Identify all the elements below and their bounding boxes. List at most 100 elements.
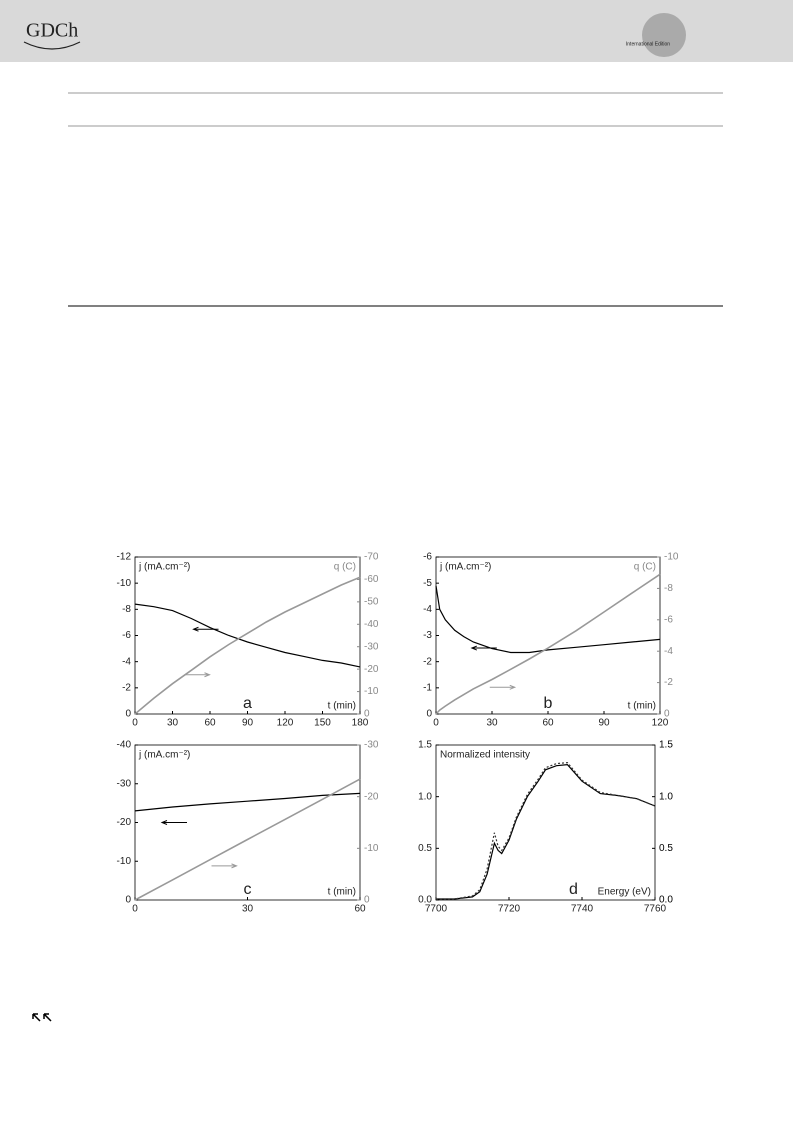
y-axis-label: j (mA.cm⁻²) bbox=[138, 750, 190, 761]
y-tick-label: 0.0 bbox=[418, 895, 432, 906]
y-tick-label: -5 bbox=[423, 578, 432, 589]
x-tick-label: 60 bbox=[354, 904, 366, 915]
y-tick-label: 0.5 bbox=[418, 843, 432, 854]
y2-tick-label: -60 bbox=[364, 574, 379, 585]
data-line bbox=[134, 778, 361, 901]
y2-tick-label: -70 bbox=[364, 552, 379, 563]
x-axis-label: Energy (eV) bbox=[598, 887, 651, 898]
y2-tick-label: -2 bbox=[664, 677, 673, 688]
y-tick-label: -6 bbox=[122, 630, 131, 641]
y-tick-label: -12 bbox=[117, 552, 132, 563]
y-tick-label: -2 bbox=[122, 682, 131, 693]
plot-frame bbox=[435, 744, 656, 901]
y-tick-label: 0 bbox=[125, 709, 131, 720]
y2-tick-label: 0.5 bbox=[659, 843, 673, 854]
data-line bbox=[435, 573, 661, 715]
y2-tick-label: -4 bbox=[664, 646, 673, 657]
x-tick-label: 180 bbox=[352, 718, 369, 729]
x-tick-label: 0 bbox=[132, 718, 138, 729]
x-tick-label: 7720 bbox=[498, 904, 521, 915]
y-tick-label: -4 bbox=[423, 604, 432, 615]
y-tick-label: -2 bbox=[423, 656, 432, 667]
data-line bbox=[134, 792, 361, 812]
y2-tick-label: 1.5 bbox=[659, 740, 673, 751]
panel-label: b bbox=[544, 695, 553, 712]
panel-label: d bbox=[569, 881, 578, 898]
data-line bbox=[435, 585, 661, 654]
x-tick-label: 150 bbox=[314, 718, 331, 729]
y-tick-label: 0 bbox=[426, 709, 432, 720]
y-tick-label: -10 bbox=[117, 578, 132, 589]
y2-tick-label: -20 bbox=[364, 791, 379, 802]
y2-axis-label: q (C) bbox=[334, 562, 356, 573]
y-tick-label: 1.5 bbox=[418, 740, 432, 751]
x-tick-label: 90 bbox=[242, 718, 254, 729]
x-tick-label: 0 bbox=[132, 904, 138, 915]
data-line bbox=[436, 761, 656, 900]
data-line bbox=[134, 603, 361, 668]
axis-arrow bbox=[160, 820, 187, 825]
x-tick-label: 7700 bbox=[425, 904, 448, 915]
panel-label: a bbox=[243, 695, 252, 712]
x-tick-label: 30 bbox=[486, 718, 498, 729]
y2-tick-label: -50 bbox=[364, 596, 379, 607]
y-axis-label: j (mA.cm⁻²) bbox=[439, 562, 491, 573]
y-tick-label: -40 bbox=[117, 740, 132, 751]
x-tick-label: 90 bbox=[598, 718, 610, 729]
x-tick-label: 60 bbox=[542, 718, 554, 729]
y2-tick-label: 0 bbox=[664, 709, 670, 720]
x-tick-label: 30 bbox=[167, 718, 179, 729]
data-line bbox=[134, 576, 361, 715]
y2-tick-label: -6 bbox=[664, 614, 673, 625]
x-tick-label: 0 bbox=[433, 718, 439, 729]
axis-arrow bbox=[470, 645, 497, 651]
x-tick-label: 60 bbox=[204, 718, 216, 729]
y2-tick-label: 0 bbox=[364, 895, 370, 906]
y2-tick-label: -40 bbox=[364, 619, 379, 630]
x-tick-label: 120 bbox=[277, 718, 294, 729]
y-tick-label: -1 bbox=[423, 682, 432, 693]
y-tick-label: 0 bbox=[125, 895, 131, 906]
axis-arrow bbox=[184, 672, 211, 678]
edition: International Edition bbox=[626, 41, 670, 47]
y2-tick-label: -10 bbox=[364, 843, 379, 854]
logo-arc bbox=[23, 41, 81, 50]
y2-tick-label: -10 bbox=[664, 552, 679, 563]
axis-arrow bbox=[192, 626, 219, 632]
x-tick-label: 120 bbox=[652, 718, 669, 729]
y2-tick-label: 0.0 bbox=[659, 895, 673, 906]
y-tick-label: -3 bbox=[423, 630, 432, 641]
edition-badge bbox=[642, 13, 686, 57]
y2-tick-label: -20 bbox=[364, 664, 379, 675]
y2-tick-label: 1.0 bbox=[659, 791, 673, 802]
x-tick-label: 7760 bbox=[644, 904, 667, 915]
panel-label: c bbox=[244, 881, 252, 898]
y-tick-label: -20 bbox=[117, 817, 132, 828]
x-axis-label: t (min) bbox=[328, 887, 356, 898]
y-tick-label: 1.0 bbox=[418, 791, 432, 802]
y-axis-label: j (mA.cm⁻²) bbox=[138, 562, 190, 573]
plot-frame bbox=[134, 556, 361, 715]
y2-tick-label: -30 bbox=[364, 641, 379, 652]
logo: GDCh bbox=[26, 20, 78, 42]
axis-arrow bbox=[489, 684, 517, 690]
y-tick-label: -10 bbox=[117, 856, 132, 867]
x-axis-label: t (min) bbox=[628, 701, 656, 712]
axis-arrow bbox=[211, 863, 238, 869]
x-axis-label: t (min) bbox=[328, 701, 356, 712]
y2-axis-label: q (C) bbox=[634, 562, 656, 573]
y2-tick-label: 0 bbox=[364, 709, 370, 720]
data-line bbox=[436, 763, 656, 900]
y2-tick-label: -8 bbox=[664, 583, 673, 594]
y-axis-label: Normalized intensity bbox=[440, 750, 530, 761]
y-tick-label: -8 bbox=[122, 604, 131, 615]
y-tick-label: -4 bbox=[122, 656, 131, 667]
y-tick-label: -30 bbox=[117, 778, 132, 789]
x-tick-label: 7740 bbox=[571, 904, 594, 915]
back-icon bbox=[32, 1013, 52, 1022]
y2-tick-label: -10 bbox=[364, 686, 379, 697]
y2-tick-label: -30 bbox=[364, 740, 379, 751]
y-tick-label: -6 bbox=[423, 552, 432, 563]
